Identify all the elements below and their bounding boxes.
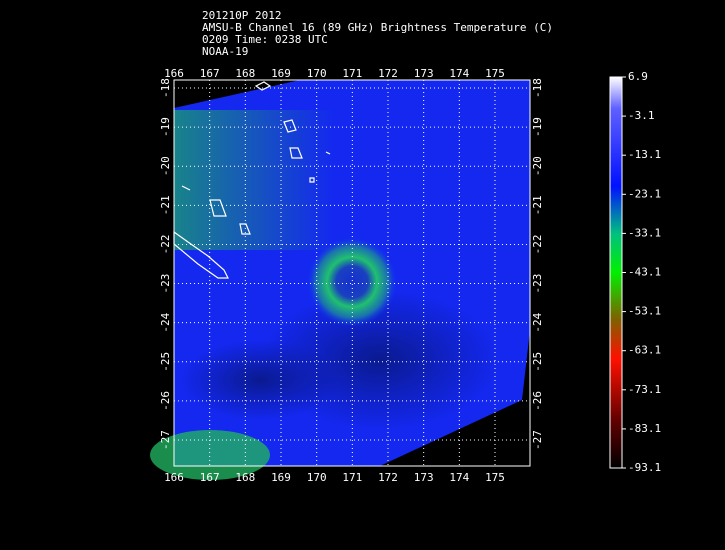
lon-label: 167: [200, 471, 220, 484]
lat-label: -20: [159, 156, 172, 176]
lat-label: -23: [531, 274, 544, 294]
lon-label: 170: [307, 67, 327, 80]
grid: 166 166 167 167 168 168 169 169 170 170 171 171 172 1…: [159, 67, 544, 484]
lat-label: -27: [159, 430, 172, 450]
colorbar-label: -53.1: [628, 305, 661, 318]
lon-label: 167: [200, 67, 220, 80]
colorbar-label: -3.1: [628, 109, 655, 122]
colorbar-ticks: 6.9 -3.1 -13.1 -23.1 -33.1 -43.1 -53.1 -63.1 -73…: [622, 70, 661, 474]
header-line: NOAA-19: [202, 45, 248, 58]
moist-region: [150, 430, 270, 480]
lat-label: -21: [159, 195, 172, 215]
colorbar-label: -33.1: [628, 226, 661, 239]
lat-label: -18: [159, 78, 172, 98]
lat-label: -24: [531, 312, 544, 332]
lat-label: -23: [159, 274, 172, 294]
header-line: AMSU-B Channel 16 (89 GHz) Brightness Te…: [202, 21, 553, 34]
lat-label: -26: [159, 391, 172, 411]
lon-label: 172: [378, 471, 398, 484]
colorbar-label: -13.1: [628, 148, 661, 161]
colorbar-label: 6.9: [628, 70, 648, 83]
lat-label: -25: [531, 352, 544, 372]
lon-label: 171: [342, 67, 362, 80]
lon-label: 169: [271, 67, 291, 80]
colorbar-label: -93.1: [628, 461, 661, 474]
lat-label: -25: [159, 352, 172, 372]
imagery: [150, 80, 530, 480]
colorbar-label: -73.1: [628, 383, 661, 396]
lon-label: 175: [485, 67, 505, 80]
lon-label: 166: [164, 471, 184, 484]
storm-eye: [307, 237, 397, 327]
colorbar-label: -63.1: [628, 344, 661, 357]
lon-label: 170: [307, 471, 327, 484]
lon-label: 168: [235, 67, 255, 80]
colorbar-label: -83.1: [628, 422, 661, 435]
lon-label: 173: [414, 67, 434, 80]
dry-region: [180, 340, 340, 420]
lat-label: -26: [531, 391, 544, 411]
lon-label: 169: [271, 471, 291, 484]
lat-label: -21: [531, 195, 544, 215]
lat-label: -19: [531, 117, 544, 137]
lon-label: 168: [235, 471, 255, 484]
lat-label: -18: [531, 78, 544, 98]
lat-label: -20: [531, 156, 544, 176]
header-line: 0209 Time: 0238 UTC: [202, 33, 328, 46]
map-frame: [173, 79, 531, 467]
lat-label: -24: [159, 312, 172, 332]
colorbar-label: -23.1: [628, 187, 661, 200]
lat-label: -22: [159, 235, 172, 255]
lon-label: 166: [164, 67, 184, 80]
lon-label: 174: [449, 67, 469, 80]
lat-label: -27: [531, 430, 544, 450]
header-line: 201210P 2012: [202, 9, 281, 22]
lon-label: 173: [414, 471, 434, 484]
colorbar: [609, 76, 623, 469]
colorbar-label: -43.1: [628, 266, 661, 279]
lon-label: 171: [342, 471, 362, 484]
lon-label: 174: [449, 471, 469, 484]
lat-label: -22: [531, 235, 544, 255]
lon-label: 175: [485, 471, 505, 484]
coastlines: [173, 81, 331, 279]
moist-region: [174, 110, 334, 250]
lon-label: 172: [378, 67, 398, 80]
lat-label: -19: [159, 117, 172, 137]
